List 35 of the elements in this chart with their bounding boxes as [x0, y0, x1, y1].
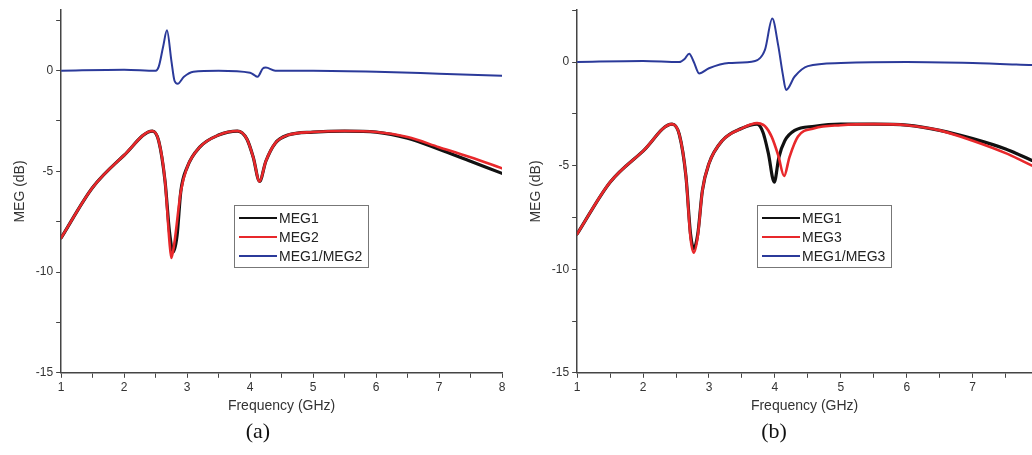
- x-tick-label: 1: [57, 380, 65, 395]
- x-tick-label: 3: [705, 380, 713, 395]
- legend-label: MEG2: [279, 228, 319, 245]
- text: (a): [244, 418, 272, 444]
- y-axis-title: MEG (dB): [527, 160, 544, 223]
- legend-label: MEG3: [802, 228, 842, 245]
- x-axis-title: Frequency (GHz): [750, 397, 859, 414]
- x-tick-label: 6: [903, 380, 911, 395]
- y-tick-label: -5: [558, 157, 570, 172]
- x-tick-label: 3: [183, 380, 191, 395]
- y-tick-label: -15: [551, 365, 570, 380]
- x-tick-label: 1: [573, 380, 581, 395]
- text: (b): [760, 418, 788, 444]
- x-axis-title: Frequency (GHz): [227, 397, 336, 414]
- x-tick-label: 2: [120, 380, 128, 395]
- y-tick-label: -15: [35, 365, 54, 380]
- x-tick-label: 7: [435, 380, 443, 395]
- x-tick-label: 6: [372, 380, 380, 395]
- x-tick-label: 7: [969, 380, 977, 395]
- y-tick-label: 0: [46, 62, 54, 77]
- x-tick-label: 5: [309, 380, 317, 395]
- x-tick-label: 5: [837, 380, 845, 395]
- x-tick-label: 2: [639, 380, 647, 395]
- legend-label: MEG1/MEG2: [279, 247, 363, 264]
- y-axis-title: MEG (dB): [11, 160, 28, 223]
- x-tick-label: 8: [498, 380, 506, 395]
- y-tick-label: -10: [551, 261, 570, 276]
- legend-label: MEG1: [802, 209, 842, 226]
- x-tick-label: 4: [246, 380, 254, 395]
- y-tick-label: 0: [562, 54, 570, 69]
- legend-label: MEG1/MEG3: [802, 247, 886, 264]
- x-tick-label: 4: [771, 380, 779, 395]
- y-tick-label: -10: [35, 264, 54, 279]
- legend-label: MEG1: [279, 209, 319, 226]
- y-tick-label: -5: [42, 163, 54, 178]
